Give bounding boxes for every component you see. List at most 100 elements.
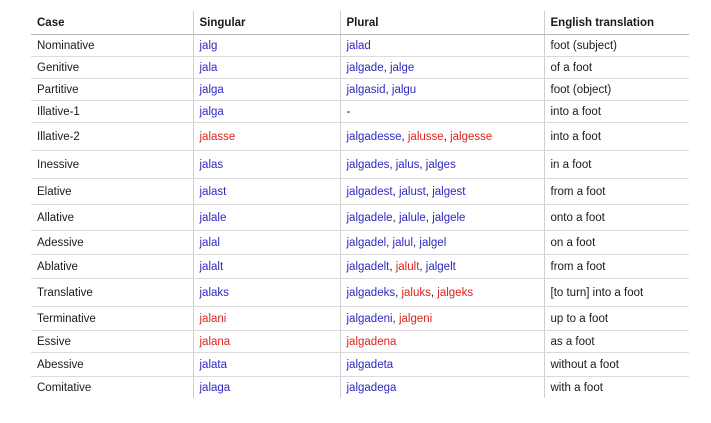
singular-form: jalalt [199,260,224,273]
plural-form: jalge [389,61,415,74]
plural-separator: , [425,211,433,224]
plural-form: jalgeks [437,286,474,299]
singular-cell: jala [192,56,340,79]
table-row: Partitive jalga jalgasid, jalgu foot (objec… [31,78,689,101]
plural-separator: , [389,260,396,273]
plural-cell: jalgadelt, jalult, jalgelt [339,254,544,279]
plural-cell: jalgade, jalge [339,56,544,79]
singular-form: jalga [199,105,224,118]
plural-separator: , [389,158,396,171]
plural-cell: jalgadega [339,376,544,398]
plural-form: jalgadeta [346,358,394,371]
plural-form: jalgeni [398,312,433,325]
table-row: Elative jalast jalgadest, jalust, jalgest f… [31,178,689,205]
plural-form: jalus [395,158,420,171]
table-row: Illative-1 jalga - into a foot [31,100,689,123]
table-row: Nominative jalg jalad foot (subject) [31,34,689,57]
plural-form: jalgades [346,158,390,171]
plural-form: - [346,105,351,118]
singular-cell: jalga [192,78,340,101]
case-name-cell: Terminative [31,306,193,331]
singular-cell: jalana [192,330,340,353]
translation-cell: onto a foot [543,204,689,231]
singular-cell: jalal [192,230,340,255]
translation-cell: as a foot [543,330,689,353]
header-plural: Plural [339,11,544,35]
plural-form: jalgadest [346,185,393,198]
case-name-cell: Nominative [31,34,193,57]
case-name-cell: Allative [31,204,193,231]
plural-cell: jalgadesse, jalusse, jalgesse [339,122,544,151]
singular-form: jalana [199,335,231,348]
case-name-cell: Partitive [31,78,193,101]
plural-form: jalgadel [346,236,387,249]
plural-form: jalgadeni [346,312,393,325]
table-row: Ablative jalalt jalgadelt, jalult, jalgelt… [31,254,689,279]
plural-form: jaluks [401,286,431,299]
table-row: Inessive jalas jalgades, jalus, jalges in a… [31,150,689,179]
case-name-cell: Abessive [31,352,193,377]
plural-form: jalgu [391,83,417,96]
table-row: Genitive jala jalgade, jalge of a foot [31,56,689,79]
singular-cell: jalg [192,34,340,57]
translation-cell: from a foot [543,254,689,279]
plural-cell: jalgadeks, jaluks, jalgeks [339,278,544,307]
plural-form: jalgele [432,211,466,224]
plural-form: jalgel [419,236,447,249]
table-body: Nominative jalg jalad foot (subject) Genitiv… [31,34,689,398]
table-row: Comitative jalaga jalgadega with a foot [31,376,689,398]
table-row: Allative jalale jalgadele, jalule, jalgele… [31,204,689,231]
case-name-cell: Illative-2 [31,122,193,151]
singular-cell: jalast [192,178,340,205]
translation-cell: up to a foot [543,306,689,331]
table-row: Abessive jalata jalgadeta without a foot [31,352,689,377]
singular-form: jalga [199,83,224,96]
case-table-container: Case Singular Plural English translation… [31,11,689,398]
case-name-cell: Essive [31,330,193,353]
plural-separator: , [392,312,399,325]
case-name-cell: Elative [31,178,193,205]
translation-cell: in a foot [543,150,689,179]
plural-form: jalgadeks [346,286,396,299]
table-row: Terminative jalani jalgadeni, jalgeni up to… [31,306,689,331]
plural-cell: jalgadeni, jalgeni [339,306,544,331]
plural-form: jalgade [346,61,384,74]
plural-form: jalule [398,211,426,224]
translation-cell: foot (object) [543,78,689,101]
singular-form: jalaga [199,381,231,394]
table-row: Essive jalana jalgadena as a foot [31,330,689,353]
table-row: Adessive jalal jalgadel, jalul, jalgel on a… [31,230,689,255]
plural-form: jalgadele [346,211,393,224]
header-case: Case [31,11,193,35]
plural-cell: jalad [339,34,544,57]
plural-form: jalult [395,260,420,273]
singular-cell: jalas [192,150,340,179]
plural-separator: , [383,61,390,74]
plural-cell: jalgadele, jalule, jalgele [339,204,544,231]
plural-form: jalgadena [346,335,397,348]
singular-form: jalas [199,158,224,171]
singular-cell: jalaga [192,376,340,398]
case-declension-table: Case Singular Plural English translation… [31,11,689,398]
singular-form: jalata [199,358,228,371]
plural-form: jalges [425,158,456,171]
plural-form: jalgest [432,185,466,198]
singular-cell: jalani [192,306,340,331]
plural-cell: - [339,100,544,123]
plural-form: jalgasid [346,83,386,96]
plural-cell: jalgadel, jalul, jalgel [339,230,544,255]
plural-separator: , [392,211,399,224]
singular-form: jalal [199,236,220,249]
translation-cell: foot (subject) [543,34,689,57]
singular-form: jala [199,61,218,74]
plural-form: jalad [346,39,371,52]
plural-form: jalul [392,236,414,249]
plural-form: jalgesse [450,130,493,143]
singular-cell: jalaks [192,278,340,307]
plural-separator: , [401,130,408,143]
case-name-cell: Illative-1 [31,100,193,123]
plural-form: jalgadesse [346,130,402,143]
case-name-cell: Comitative [37,381,92,394]
translation-cell: of a foot [543,56,689,79]
plural-cell: jalgadest, jalust, jalgest [339,178,544,205]
